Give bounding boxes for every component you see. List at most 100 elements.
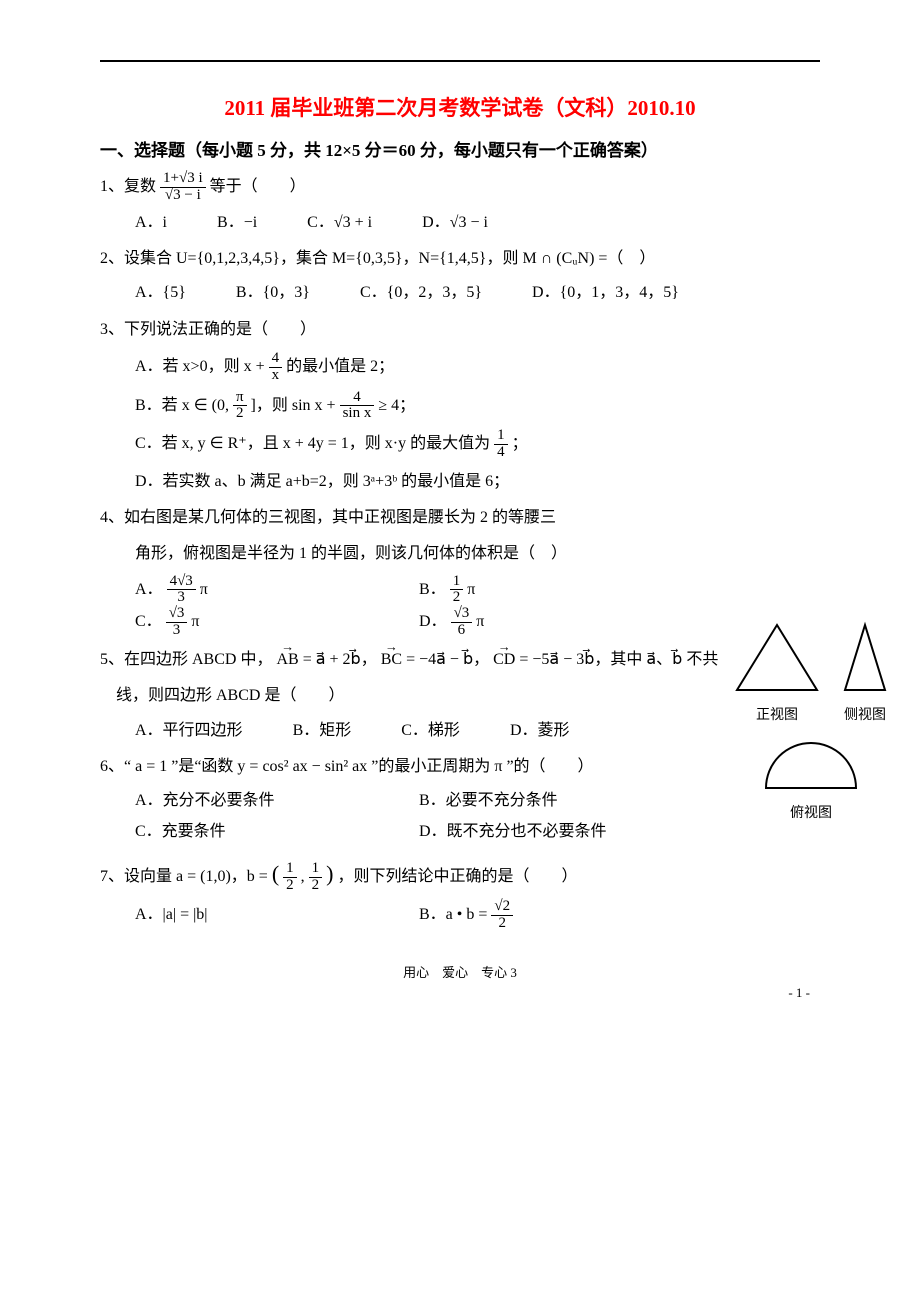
q3-b-dom-den: 2 — [233, 406, 247, 422]
page-footer: 用心 爱心 专心 3 — [100, 962, 820, 981]
q4-opt-d: D． √3 6 π — [419, 606, 619, 639]
q5-options: A．平行四边形 B．矩形 C．梯形 D．菱形 — [100, 716, 820, 746]
q4-a-suf: π — [200, 581, 208, 598]
q5-ab-eq: = a⃗ + 2b⃗， — [303, 651, 377, 668]
q4-d-label: D． — [419, 613, 447, 630]
q3-a-den: x — [269, 368, 283, 384]
q4-fig-front-label: 正视图 — [732, 704, 822, 724]
q7-b-pre: B．a • b = — [419, 906, 491, 923]
q7-b2-frac: 1 2 — [309, 861, 323, 894]
q3-b-frac: 4 sin x — [340, 390, 375, 423]
q4-b-num: 1 — [450, 574, 464, 591]
q4-a-num: 4√3 — [167, 574, 196, 591]
q6-opt-c: C．充要条件 — [135, 817, 415, 847]
q5-opt-a: A．平行四边形 — [135, 716, 243, 746]
q7-b-mid: , — [301, 868, 309, 885]
q4-options-row1: A． 4√3 3 π B． 1 2 π — [100, 574, 820, 607]
q4-line1: 4、如右图是某几何体的三视图，其中正视图是腰长为 2 的等腰三 — [100, 503, 820, 533]
q4-b-label: B． — [419, 581, 446, 598]
q1-prefix: 1、复数 — [100, 178, 160, 195]
q5-line2: 线，则四边形 ABCD 是（ ） — [100, 681, 820, 711]
side-view-triangle-icon — [840, 620, 890, 695]
q5-cd-eq: = −5a⃗ − 3b⃗，其中 a⃗、b⃗ 不共 — [519, 651, 718, 668]
q4-fig-front: 正视图 — [732, 620, 822, 724]
q4-c-frac: √3 3 — [166, 606, 188, 639]
q4-figures: 正视图 侧视图 俯视图 — [732, 620, 890, 822]
q7-opt-a: A．|a| = |b| — [135, 900, 415, 930]
q4-fig-side: 侧视图 — [840, 620, 890, 724]
exam-title: 2011 届毕业班第二次月考数学试卷（文科）2010.10 — [100, 92, 820, 122]
q5-pre: 5、在四边形 ABCD 中， — [100, 651, 272, 668]
q3-opt-a: A．若 x>0，则 x + 4 x 的最小值是 2； — [100, 351, 820, 384]
q3-c-num: 1 — [494, 428, 508, 445]
q5-opt-b: B．矩形 — [293, 716, 352, 746]
q2-opt-b: B．{0，3} — [236, 278, 310, 308]
q7-b-frac: √2 2 — [491, 899, 513, 932]
q4-c-label: C． — [135, 613, 162, 630]
q2-opt-d: D．{0，1，3，4，5} — [532, 278, 679, 308]
q4-d-den: 6 — [451, 623, 473, 639]
q3-a-post: 的最小值是 2； — [286, 358, 394, 375]
q4-opt-a: A． 4√3 3 π — [135, 574, 415, 607]
q6-opt-a: A．充分不必要条件 — [135, 786, 415, 816]
q1-fraction: 1+√3 i √3 − i — [160, 171, 206, 204]
top-rule — [100, 60, 820, 62]
q3-stem: 3、下列说法正确的是（ ） — [100, 315, 820, 345]
q1-opt-b: B．−i — [217, 208, 257, 238]
q4-fig-top: 俯视图 — [732, 738, 890, 822]
q7-pre: 7、设向量 a = (1,0)，b = — [100, 868, 272, 885]
q4-c-den: 3 — [166, 623, 188, 639]
q2-opt-a: A．{5} — [135, 278, 186, 308]
q7-paren-r: ) — [326, 861, 333, 886]
q3-a-pre: A．若 x>0，则 — [135, 358, 244, 375]
q3-b-dom-num: π — [233, 390, 247, 407]
q1-frac-den: √3 − i — [160, 188, 206, 204]
q3-c-den: 4 — [494, 445, 508, 461]
q1-opt-a: A．i — [135, 208, 167, 238]
q3-b-num: 4 — [340, 390, 375, 407]
q5-ab: AB — [276, 645, 298, 675]
q7-b1-num: 1 — [283, 861, 297, 878]
q3-opt-d: D．若实数 a、b 满足 a+b=2，则 3ᵃ+3ᵇ 的最小值是 6； — [100, 467, 820, 497]
q4-b-suf: π — [467, 581, 475, 598]
q5-opt-d: D．菱形 — [510, 716, 570, 746]
q7-b1-den: 2 — [283, 878, 297, 894]
q4-fig-top-label: 俯视图 — [732, 802, 890, 822]
q2-options: A．{5} B．{0，3} C．{0，2，3，5} D．{0，1，3，4，5} — [100, 278, 820, 308]
q5-bc: BC — [381, 645, 402, 675]
q6-opt-d: D．既不充分也不必要条件 — [419, 817, 607, 847]
q4-b-den: 2 — [450, 590, 464, 606]
q6-options-row2: C．充要条件 D．既不充分也不必要条件 — [100, 817, 820, 848]
q3-a-num: 4 — [269, 351, 283, 368]
q3-c-frac: 1 4 — [494, 428, 508, 461]
q1-options: A．i B．−i C．√3 + i D．√3 − i — [100, 208, 820, 238]
q3-b-post: ≥ 4； — [378, 396, 415, 413]
front-view-triangle-icon — [732, 620, 822, 695]
q7-post: ，则下列结论中正确的是（ ） — [337, 868, 577, 885]
q4-c-suf: π — [191, 613, 199, 630]
q3-b-pre: B．若 — [135, 396, 182, 413]
q4-b-frac: 1 2 — [450, 574, 464, 607]
q5-opt-c: C．梯形 — [401, 716, 460, 746]
q7-stem: 7、设向量 a = (1,0)，b = ( 1 2 , 1 2 ) ，则下列结论… — [100, 853, 820, 895]
q5-cd: CD — [493, 645, 515, 675]
q6-stem: 6、“ a = 1 ”是“函数 y = cos² ax − sin² ax ”的… — [100, 752, 820, 782]
q1-opt-d: D．√3 − i — [422, 208, 488, 238]
q3-b-dom-frac: π 2 — [233, 390, 247, 423]
q1-opt-c: C．√3 + i — [307, 208, 372, 238]
q1-suffix: 等于（ ） — [210, 178, 306, 195]
q3-b-den: sin x — [340, 406, 375, 422]
q3-a-mid: x + — [244, 358, 269, 375]
q7-paren-l: ( — [272, 861, 279, 886]
q6-options-row1: A．充分不必要条件 B．必要不充分条件 — [100, 786, 820, 817]
q3-opt-c: C．若 x, y ∈ R⁺，且 x + 4y = 1，则 x·y 的最大值为 1… — [100, 428, 820, 461]
q3-b-dom-pre: x ∈ (0, — [182, 396, 233, 413]
q4-d-frac: √3 6 — [451, 606, 473, 639]
q3-c-pre: C．若 x, y ∈ R⁺，且 x + 4y = 1，则 x·y 的最大值为 — [135, 435, 494, 452]
q3-a-frac: 4 x — [269, 351, 283, 384]
page-number: - 1 - — [788, 985, 810, 1001]
q3-b-dom-post: ]，则 sin x + — [251, 396, 340, 413]
q4-a-label: A． — [135, 581, 163, 598]
page: 2011 届毕业班第二次月考数学试卷（文科）2010.10 一、选择题（每小题 … — [0, 0, 920, 1021]
q4-a-den: 3 — [167, 590, 196, 606]
